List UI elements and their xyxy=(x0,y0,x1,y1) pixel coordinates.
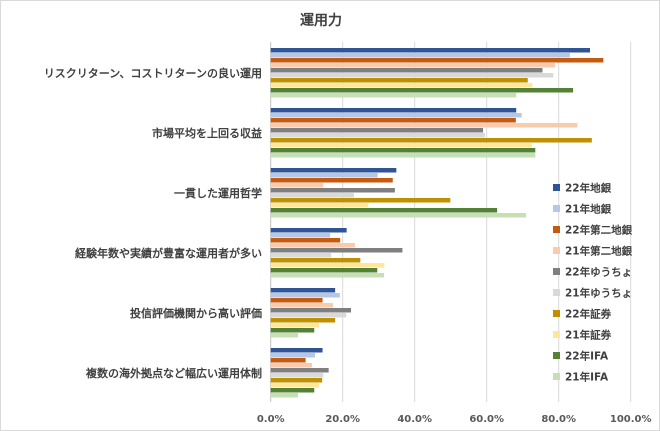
bar xyxy=(270,123,578,128)
legend-swatch xyxy=(553,226,560,233)
bar xyxy=(270,253,332,258)
legend-swatch xyxy=(553,373,560,380)
bar xyxy=(270,298,323,303)
bar xyxy=(270,138,592,143)
category-label: 投信評価機関から高い評価 xyxy=(130,306,262,320)
legend-swatch xyxy=(553,184,560,191)
bar xyxy=(270,63,556,68)
bar xyxy=(270,118,516,123)
bar xyxy=(270,153,536,158)
legend-label: 22年地銀 xyxy=(565,182,612,195)
bar xyxy=(270,93,517,98)
x-tick-label: 0.0% xyxy=(257,414,285,425)
legend-label: 22年証券 xyxy=(565,308,612,321)
bar xyxy=(270,83,533,88)
bar xyxy=(270,378,323,383)
bar xyxy=(270,203,369,208)
bar xyxy=(270,108,517,113)
legend-swatch xyxy=(553,331,560,338)
bar xyxy=(270,318,336,323)
bar xyxy=(270,208,498,213)
legend-label: 22年IFA xyxy=(565,350,609,363)
bar xyxy=(270,263,385,268)
bar xyxy=(270,53,570,58)
bar xyxy=(270,288,336,293)
bar xyxy=(270,68,543,73)
category-label: 経験年数や実績が豊富な運用者が多い xyxy=(75,246,262,260)
bar xyxy=(270,58,604,63)
chart-title: 運用力 xyxy=(300,13,342,29)
x-tick-label: 40.0% xyxy=(397,414,432,425)
bar xyxy=(270,273,385,278)
bar xyxy=(270,193,354,198)
bar xyxy=(270,268,378,273)
bar xyxy=(270,373,324,378)
category-label: 一貫した運用哲学 xyxy=(174,186,262,200)
bar xyxy=(270,168,397,173)
legend-swatch xyxy=(553,247,560,254)
bar xyxy=(270,393,299,398)
bar xyxy=(270,308,351,313)
category-label: 市場平均を上回る収益 xyxy=(152,126,262,140)
legend-label: 22年第二地銀 xyxy=(565,224,633,237)
bar xyxy=(270,183,324,188)
bar xyxy=(270,303,333,308)
bar xyxy=(270,128,484,133)
legend-swatch xyxy=(553,289,560,296)
bar xyxy=(270,323,319,328)
legend-label: 22年ゆうちょ xyxy=(565,266,632,279)
bar xyxy=(270,313,347,318)
category-label: リスクリターン、コストリターンの良い運用 xyxy=(44,66,262,80)
bar xyxy=(270,133,485,138)
x-tick-label: 80.0% xyxy=(541,414,576,425)
x-tick-label: 60.0% xyxy=(469,414,504,425)
bar xyxy=(270,228,347,233)
bar xyxy=(270,233,331,238)
bar xyxy=(270,243,355,248)
legend-label: 21年IFA xyxy=(565,371,609,384)
bar xyxy=(270,358,306,363)
bar xyxy=(270,143,532,148)
bar xyxy=(270,238,341,243)
bar xyxy=(270,198,451,203)
bar xyxy=(270,188,395,193)
bar xyxy=(270,113,522,118)
legend-label: 21年ゆうちょ xyxy=(565,287,632,300)
bar xyxy=(270,213,526,218)
bar xyxy=(270,293,340,298)
bar xyxy=(270,78,528,83)
bar xyxy=(270,73,554,78)
bar xyxy=(270,363,313,368)
bar xyxy=(270,258,361,263)
legend-label: 21年証券 xyxy=(565,329,612,342)
bar xyxy=(270,333,299,338)
legend-label: 21年第二地銀 xyxy=(565,245,633,258)
bar xyxy=(270,148,536,153)
x-tick-label: 100.0% xyxy=(610,414,652,425)
bar xyxy=(270,48,591,53)
bar xyxy=(270,178,393,183)
legend-label: 21年地銀 xyxy=(565,203,612,216)
bar xyxy=(270,388,315,393)
legend-swatch xyxy=(553,268,560,275)
bar xyxy=(270,383,319,388)
bar xyxy=(270,353,315,358)
bar xyxy=(270,328,315,333)
x-tick-label: 20.0% xyxy=(325,414,360,425)
bar xyxy=(270,368,329,373)
legend-swatch xyxy=(553,352,560,359)
bar xyxy=(270,248,403,253)
category-label: 複数の海外拠点など幅広い運用体制 xyxy=(85,366,262,380)
bar xyxy=(270,88,574,93)
legend-swatch xyxy=(553,205,560,212)
legend-swatch xyxy=(553,310,560,317)
bar xyxy=(270,173,378,178)
bar xyxy=(270,348,323,353)
